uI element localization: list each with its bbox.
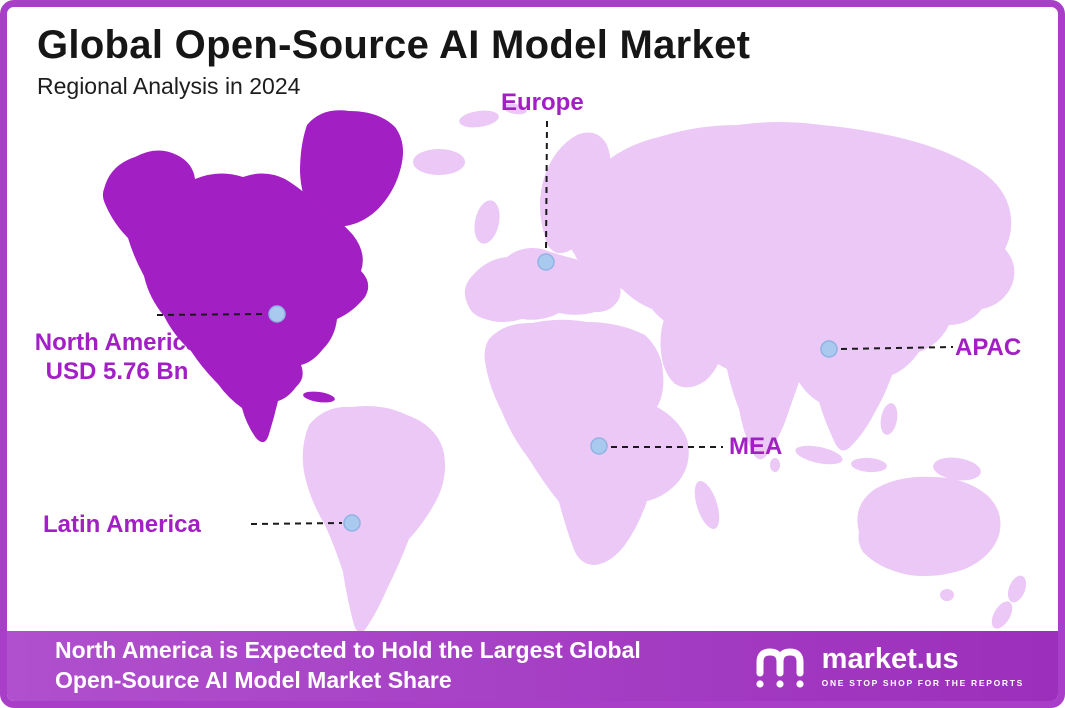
page-subtitle: Regional Analysis in 2024 bbox=[37, 73, 301, 99]
leader-line-apac bbox=[840, 346, 954, 350]
bottom-banner: North America is Expected to Hold the La… bbox=[7, 631, 1058, 701]
new-guinea bbox=[933, 457, 981, 481]
continent-africa bbox=[484, 319, 689, 565]
brand: market.us ONE STOP SHOP FOR THE REPORTS bbox=[750, 639, 1024, 693]
region-label-europe: Europe bbox=[501, 89, 584, 116]
marker-mea bbox=[590, 437, 608, 455]
region-label-apac: APAC bbox=[955, 334, 1022, 361]
iceland bbox=[413, 149, 465, 175]
continent-australia bbox=[857, 476, 1001, 577]
banner-text: North America is Expected to Hold the La… bbox=[55, 636, 641, 696]
brand-name: market.us bbox=[821, 642, 959, 675]
region-value-north-america: USD 5.76 Bn bbox=[45, 357, 189, 385]
united-kingdom bbox=[474, 200, 500, 244]
new-zealand-north bbox=[1007, 575, 1027, 603]
brand-text: market.us ONE STOP SHOP FOR THE REPORTS bbox=[821, 642, 1024, 688]
svalbard bbox=[459, 110, 499, 128]
cuba bbox=[303, 391, 335, 403]
marketus-logo-icon bbox=[756, 648, 804, 688]
leader-line-north-america bbox=[156, 313, 266, 316]
marker-europe bbox=[537, 253, 555, 271]
indonesia-island-1 bbox=[795, 445, 843, 465]
world-map bbox=[102, 103, 1027, 633]
japan bbox=[916, 267, 942, 317]
brand-tagline: ONE STOP SHOP FOR THE REPORTS bbox=[821, 677, 1024, 688]
marker-apac bbox=[820, 340, 838, 358]
arctic-island bbox=[503, 103, 527, 115]
tasmania bbox=[940, 589, 954, 601]
region-label-latin-america: Latin America bbox=[43, 511, 201, 538]
region-label-mea: MEA bbox=[729, 433, 783, 460]
continent-asia bbox=[565, 122, 1015, 460]
continent-south-america bbox=[302, 406, 445, 633]
header: Global Open-Source AI Model Market Regio… bbox=[37, 23, 750, 100]
continent-north-america bbox=[102, 150, 369, 443]
new-zealand-south bbox=[991, 601, 1013, 629]
sri-lanka bbox=[770, 458, 780, 472]
continent-europe bbox=[464, 248, 621, 322]
region-label-north-america: North America USD 5.76 Bn bbox=[15, 329, 219, 387]
leader-line-latin-america bbox=[250, 522, 343, 525]
region-name-north-america: North America bbox=[34, 329, 200, 356]
page-title: Global Open-Source AI Model Market bbox=[37, 23, 751, 67]
arabian-peninsula bbox=[660, 313, 723, 388]
banner-line-1: North America is Expected to Hold the La… bbox=[55, 637, 641, 664]
indonesia-island-2 bbox=[851, 457, 887, 473]
marker-latin-america bbox=[343, 514, 361, 532]
philippines bbox=[880, 403, 898, 435]
madagascar bbox=[694, 481, 720, 529]
banner-line-2: Open-Source AI Model Market Share bbox=[55, 667, 452, 693]
greenland bbox=[300, 110, 403, 227]
marker-north-america bbox=[268, 305, 286, 323]
